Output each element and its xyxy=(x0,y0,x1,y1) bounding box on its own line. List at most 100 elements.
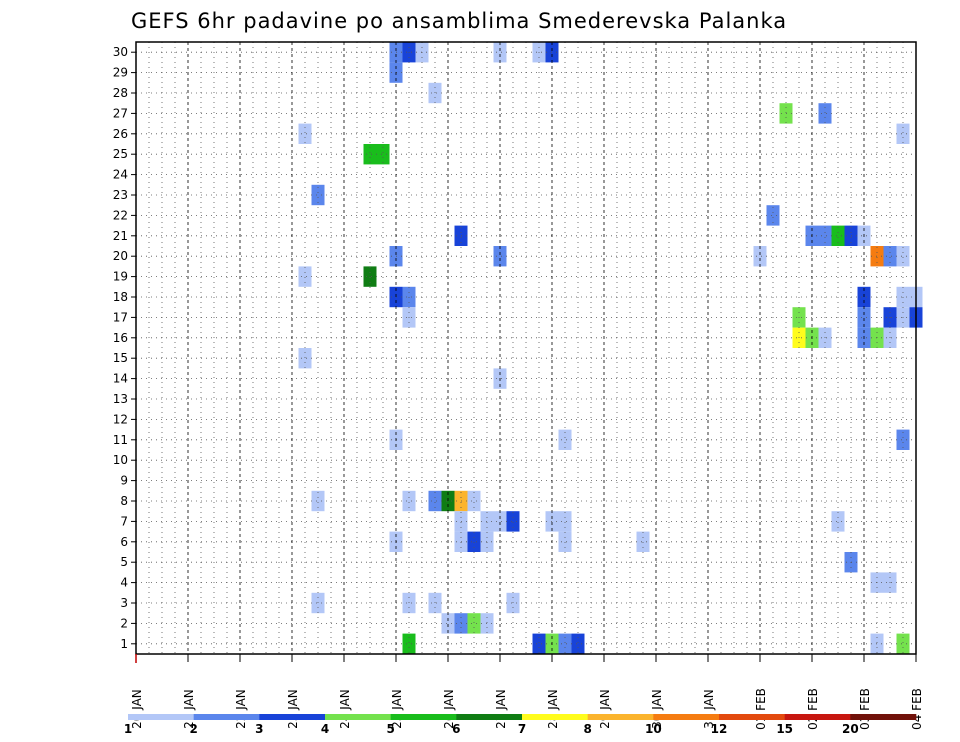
data-cell xyxy=(831,511,845,532)
y-tick-label: 4 xyxy=(120,576,128,590)
colorbar-segment xyxy=(325,714,391,720)
data-cell xyxy=(831,225,845,246)
y-tick-label: 23 xyxy=(113,188,128,202)
colorbar-label: 2 xyxy=(189,722,197,736)
colorbar-segment xyxy=(653,714,720,720)
colorbar-label: 15 xyxy=(776,722,793,736)
y-tick-label: 3 xyxy=(120,596,128,610)
data-cell xyxy=(896,429,910,450)
y-tick-label: 27 xyxy=(113,106,128,120)
data-cell xyxy=(636,531,650,552)
y-tick-label: 30 xyxy=(113,45,128,59)
y-tick-label: 14 xyxy=(113,372,128,386)
data-cell xyxy=(376,144,390,165)
colorbar-segment xyxy=(850,714,917,720)
data-cell xyxy=(532,633,546,654)
data-cell xyxy=(298,266,312,287)
x-tick-label: 23 JAN xyxy=(286,689,300,729)
colorbar-segment xyxy=(719,714,785,720)
data-cell xyxy=(571,633,585,654)
chart-title: GEFS 6hr padavine po ansamblima Smederev… xyxy=(131,9,787,33)
data-cell xyxy=(428,490,442,512)
x-tick-label: 24 JAN xyxy=(338,689,352,729)
data-cell xyxy=(883,246,897,267)
x-tick-label: 03 FEB xyxy=(858,688,872,730)
colorbar-label: 7 xyxy=(518,722,526,736)
colorbar-segment xyxy=(587,714,654,720)
colorbar-label: 20 xyxy=(842,722,859,736)
colorbar-label: 5 xyxy=(386,722,394,736)
colorbar-segment xyxy=(128,714,194,720)
y-tick-label: 25 xyxy=(113,147,128,161)
data-cell xyxy=(493,511,507,532)
data-cell xyxy=(558,531,572,552)
colorbar-segment xyxy=(456,714,523,720)
data-cell xyxy=(493,246,507,267)
y-tick-label: 7 xyxy=(120,514,128,528)
data-cell xyxy=(311,184,325,206)
data-cell xyxy=(467,613,481,634)
colorbar-label: 10 xyxy=(645,722,662,736)
data-cell xyxy=(493,42,507,63)
x-tick-label: 01 FEB xyxy=(754,688,768,730)
colorbar-label: 6 xyxy=(452,722,460,736)
y-tick-label: 24 xyxy=(113,168,128,182)
data-cell xyxy=(363,266,377,287)
x-tick-label: 22 JAN xyxy=(234,689,248,729)
data-cell xyxy=(298,123,312,144)
y-tick-label: 26 xyxy=(113,127,128,141)
y-tick-label: 15 xyxy=(113,351,128,365)
y-tick-label: 11 xyxy=(113,433,128,447)
y-tick-label: 10 xyxy=(113,453,128,467)
x-tick-label: 02 FEB xyxy=(806,688,820,730)
colorbar-segment xyxy=(259,714,326,720)
y-tick-label: 6 xyxy=(120,535,128,549)
y-tick-label: 8 xyxy=(120,494,128,508)
y-tick-label: 9 xyxy=(120,474,128,488)
data-cell xyxy=(766,205,780,226)
y-tick-label: 2 xyxy=(120,616,128,630)
colorbar-label: 12 xyxy=(711,722,728,736)
y-tick-label: 17 xyxy=(113,310,128,324)
y-axis: 1234567891011121314151617181920212223242… xyxy=(113,45,136,651)
data-cells xyxy=(298,42,923,654)
y-tick-label: 28 xyxy=(113,86,128,100)
grid-lines xyxy=(136,42,916,654)
y-tick-label: 12 xyxy=(113,412,128,426)
colorbar-label: 4 xyxy=(321,722,329,736)
data-cell xyxy=(402,633,416,654)
data-cell xyxy=(441,613,455,634)
data-cell xyxy=(467,531,481,552)
data-cell xyxy=(896,123,910,144)
data-cell xyxy=(311,490,325,512)
y-tick-label: 29 xyxy=(113,66,128,80)
data-cell xyxy=(857,307,871,328)
y-tick-label: 20 xyxy=(113,249,128,263)
data-cell xyxy=(896,246,910,267)
y-tick-label: 13 xyxy=(113,392,128,406)
x-tick-label: 04 FEB xyxy=(910,688,924,730)
colorbar-segment xyxy=(390,714,457,720)
data-cell xyxy=(753,246,767,267)
colorbar-segment xyxy=(784,714,851,720)
data-cell xyxy=(558,511,572,532)
y-tick-label: 21 xyxy=(113,229,128,243)
colorbar-segment xyxy=(193,714,260,720)
data-cell xyxy=(402,490,416,512)
y-tick-label: 5 xyxy=(120,555,128,569)
colorbar: 1 2 3 4 5 6 7 8 10 12 15 20 xyxy=(124,714,917,736)
data-cell xyxy=(818,103,832,124)
colorbar-label: 3 xyxy=(255,722,263,736)
y-tick-label: 16 xyxy=(113,331,128,345)
data-cell xyxy=(363,144,377,165)
data-cell xyxy=(506,511,520,532)
x-tick-label: 28 JAN xyxy=(546,689,560,729)
colorbar-label: 1 xyxy=(124,722,132,736)
data-cell xyxy=(896,633,910,654)
plot-frame xyxy=(135,41,917,655)
colorbar-label: 8 xyxy=(583,722,591,736)
data-cell xyxy=(298,348,312,369)
y-tick-label: 18 xyxy=(113,290,128,304)
x-tick-label: 27 JAN xyxy=(494,689,508,729)
